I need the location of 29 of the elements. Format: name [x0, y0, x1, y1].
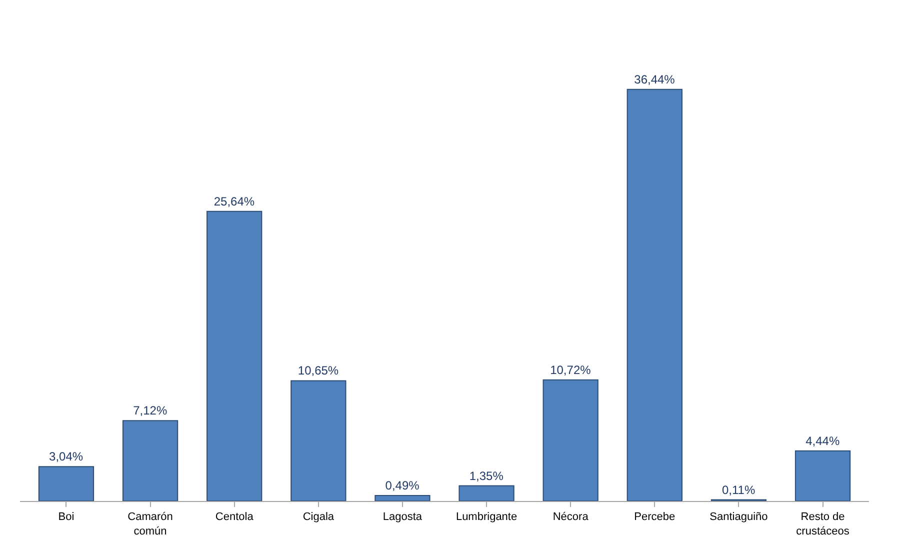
bar	[626, 88, 682, 501]
data-label: 0,49%	[385, 478, 420, 492]
x-tick-label: Resto de crustáceos	[796, 511, 850, 538]
bar	[374, 494, 430, 501]
data-label: 10,65%	[298, 364, 339, 378]
data-label: 36,44%	[634, 72, 676, 86]
bar	[38, 466, 94, 501]
data-label: 1,35%	[469, 468, 504, 483]
x-tick-label: Percebe	[634, 511, 676, 524]
x-tick-label: Centola	[215, 511, 254, 524]
bar	[290, 380, 346, 501]
x-tick-label: Camarón común	[128, 511, 173, 538]
data-label: 0,11%	[722, 482, 756, 497]
x-tick-label: Lumbrigante	[456, 511, 518, 524]
bar	[794, 450, 851, 501]
bar	[122, 420, 178, 501]
x-tick-label: Nécora	[552, 511, 590, 524]
x-tick-label: Boi	[58, 511, 74, 524]
x-tick-label: Cigala	[302, 511, 335, 524]
data-label: 7,12%	[133, 404, 168, 418]
bar	[206, 210, 262, 501]
bar	[458, 485, 514, 501]
data-label: 4,44%	[806, 434, 840, 448]
x-tick-label: Santiaguiño	[710, 511, 768, 524]
data-label: 10,72%	[550, 362, 592, 377]
data-label: 3,04%	[49, 450, 84, 464]
x-tick-label: Lagosta	[382, 511, 423, 524]
bar	[542, 379, 598, 501]
data-label: 25,64%	[214, 194, 255, 208]
